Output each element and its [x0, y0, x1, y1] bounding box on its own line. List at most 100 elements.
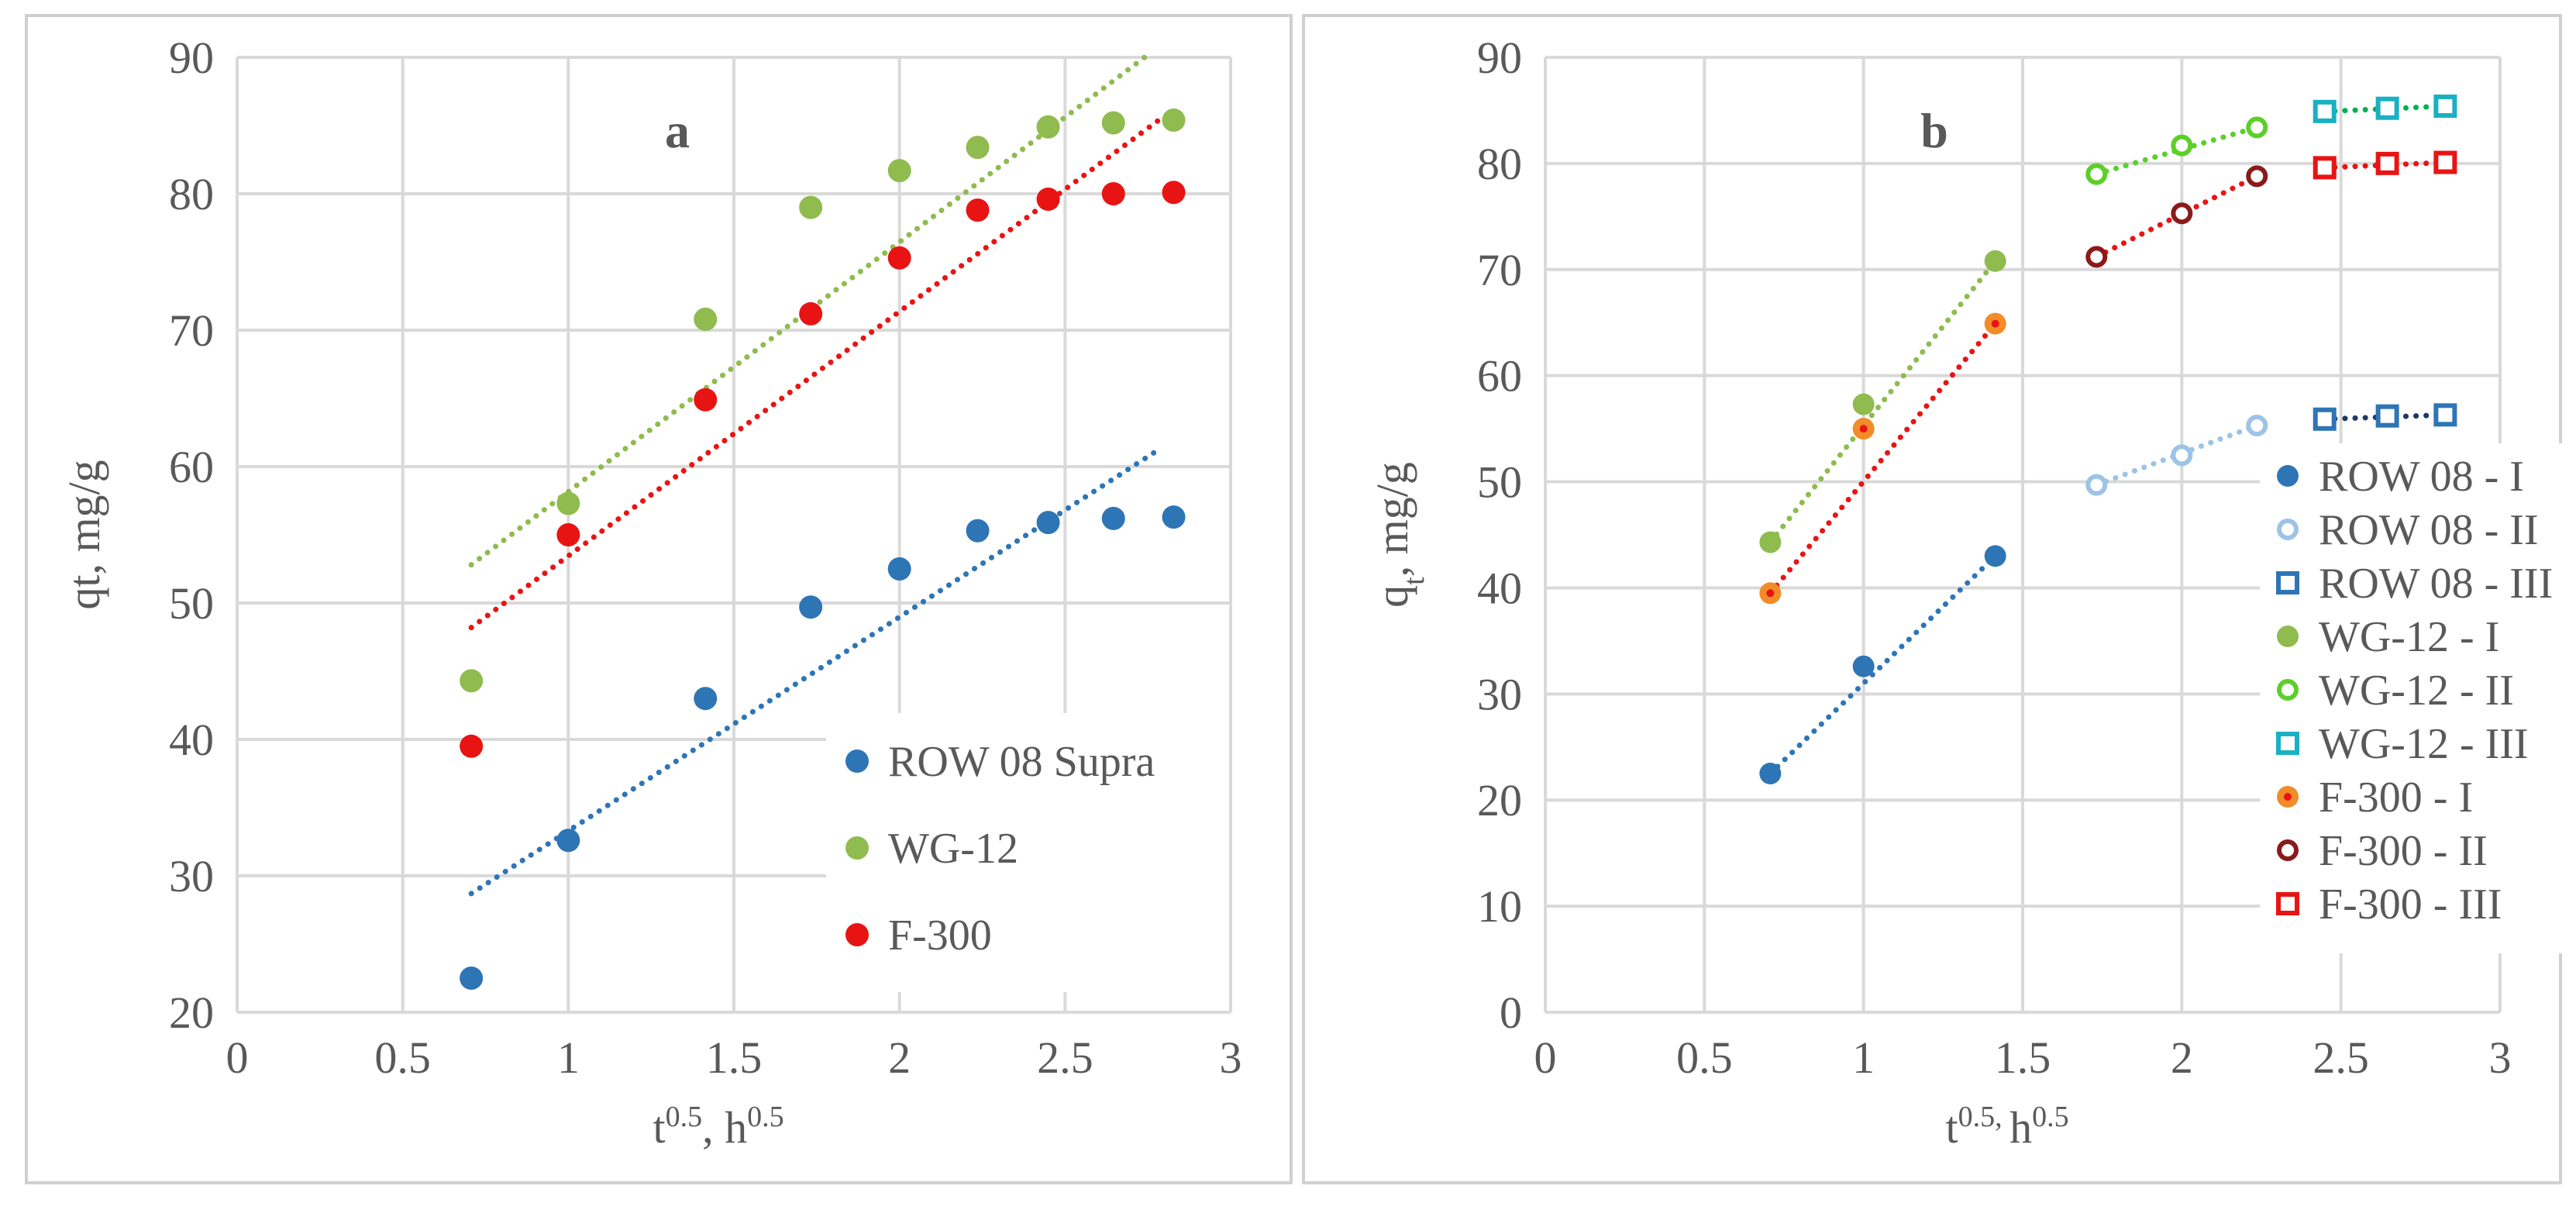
y-tick-label: 30: [1477, 669, 1522, 719]
data-point-row-08-i: [1759, 763, 1782, 784]
y-axis-title: qt, mg/g: [1367, 462, 1431, 608]
data-point-row-08-supra: [460, 967, 484, 990]
data-point-row-08-iii: [2375, 404, 2399, 428]
x-tick-label: 0: [1534, 1032, 1557, 1083]
series-f-300-i: [1767, 321, 1999, 596]
x-tick-label: 2: [888, 1032, 911, 1083]
data-point-f-300-iii: [2375, 151, 2399, 175]
trendline-wg-12: [468, 54, 1148, 568]
legend-label: ROW 08 - I: [2319, 453, 2524, 501]
data-point-wg-12-i: [1759, 531, 1782, 553]
legend-item-row-08-iii: ROW 08 - III: [2276, 560, 2553, 608]
data-point-row-08-iii: [2433, 403, 2457, 427]
y-tick-label: 10: [1477, 881, 1522, 932]
x-tick-label: 2.5: [1037, 1032, 1093, 1083]
series-wg-12-i: [1767, 258, 1999, 546]
data-point-row-08-supra: [1101, 506, 1125, 530]
data-point-wg-12-i: [1852, 393, 1875, 415]
markers-f-300: [460, 181, 1186, 758]
legend-label: ROW 08 - III: [2319, 560, 2553, 608]
data-point-wg-12: [799, 195, 823, 219]
y-tick-label: 70: [1477, 245, 1522, 295]
y-tick-label: 30: [169, 851, 214, 901]
data-point-f-300: [1162, 181, 1186, 205]
x-tick-label: 3: [1220, 1032, 1242, 1083]
x-tick-label: 1: [557, 1032, 580, 1083]
y-tick-label: 70: [169, 305, 214, 356]
data-point-row-08-supra: [556, 829, 580, 853]
series-row-08-ii: [2093, 422, 2260, 488]
legend-marker: [845, 923, 869, 946]
y-tick-label: 20: [1477, 775, 1522, 825]
data-point-wg-12-ii: [2171, 134, 2193, 157]
y-tick-label: 20: [169, 987, 214, 1038]
x-tick-label: 1.5: [1995, 1032, 2051, 1083]
legend-label: WG-12 - III: [2319, 720, 2529, 768]
y-axis-title-part: , mg/g: [1367, 462, 1417, 577]
legend-item-f-300: F-300: [845, 911, 992, 960]
data-point-wg-12: [460, 669, 484, 693]
data-point-wg-12-iii: [2375, 96, 2399, 120]
legend-label: F-300: [888, 911, 992, 960]
data-point-row-08-ii: [2171, 444, 2193, 467]
panel-label: b: [1920, 103, 1948, 158]
x-tick-label: 0.5: [1676, 1032, 1733, 1083]
markers-f-300-ii: [2085, 165, 2268, 268]
legend-item-row-08-i: ROW 08 - I: [2277, 453, 2524, 501]
data-point-f-300-iii: [2433, 150, 2457, 174]
x-axis-title-part: t: [1945, 1102, 1958, 1153]
x-tick-label: 0: [226, 1032, 249, 1083]
data-point-wg-12: [1036, 115, 1060, 139]
legend-label: WG-12: [888, 825, 1018, 873]
legend-item-row-08-ii: ROW 08 - II: [2277, 506, 2539, 554]
data-point-row-08-iii: [2313, 407, 2337, 431]
data-point-row-08-supra: [694, 687, 718, 711]
y-tick-label: 50: [169, 578, 214, 629]
data-point-f-300-i-center: [1766, 589, 1775, 598]
legend-label: WG-12 - I: [2319, 613, 2499, 661]
data-point-wg-12: [694, 307, 718, 331]
y-tick-label: 60: [1477, 351, 1522, 401]
data-point-f-300-ii: [2246, 165, 2268, 188]
y-axis-title-part: q: [1367, 585, 1417, 608]
legend-label: ROW 08 - II: [2319, 506, 2539, 554]
legend-marker: [2277, 465, 2299, 487]
x-tick-label: 2.5: [2313, 1032, 2369, 1083]
legend-background: [2260, 443, 2576, 953]
trendline-f-300: [468, 113, 1168, 631]
data-point-f-300-ii: [2171, 202, 2193, 225]
markers-row-08-iii: [2313, 403, 2457, 431]
data-point-row-08-supra: [1162, 505, 1186, 529]
trendline-row-08-i: [1767, 553, 1999, 777]
y-tick-label: 80: [169, 169, 214, 219]
legend: ROW 08 - I ROW 08 - II ROW 08 - III WG-12 -…: [2260, 443, 2576, 953]
data-point-f-300-i-center: [1859, 425, 1868, 433]
legend-marker: [845, 836, 869, 860]
y-tick-label: 40: [169, 715, 214, 765]
data-point-wg-12-iii: [2313, 99, 2337, 123]
legend-label: F-300 - II: [2319, 827, 2488, 875]
data-point-row-08-supra: [966, 519, 990, 543]
data-point-row-08-ii: [2246, 415, 2268, 437]
data-point-row-08-supra: [799, 595, 823, 619]
x-tick-label: 0.5: [374, 1032, 431, 1083]
markers-f-300-i: [1759, 312, 2006, 605]
series-row-08-i: [1767, 553, 1999, 777]
x-tick-label: 1.5: [706, 1032, 763, 1083]
x-axis-title-part: t: [653, 1102, 665, 1153]
data-point-f-300: [1036, 188, 1060, 212]
series-wg-12: [468, 54, 1148, 568]
trendline-row-08-ii: [2093, 422, 2260, 488]
x-axis-title: t0.5, h0.5: [1945, 1101, 2068, 1153]
data-point-row-08-i: [1852, 655, 1875, 677]
data-point-wg-12: [1162, 108, 1186, 132]
markers-row-08-supra: [460, 505, 1186, 990]
legend: ROW 08 Supra WG-12 F-300: [826, 713, 1229, 992]
data-point-f-300: [694, 388, 718, 412]
markers-row-08-i: [1759, 545, 2006, 784]
legend-marker: [2276, 892, 2299, 915]
markers-wg-12-ii: [2085, 116, 2268, 185]
data-point-f-300-ii: [2085, 246, 2108, 268]
panel-label: a: [665, 103, 690, 158]
data-point-row-08-ii: [2085, 474, 2108, 496]
